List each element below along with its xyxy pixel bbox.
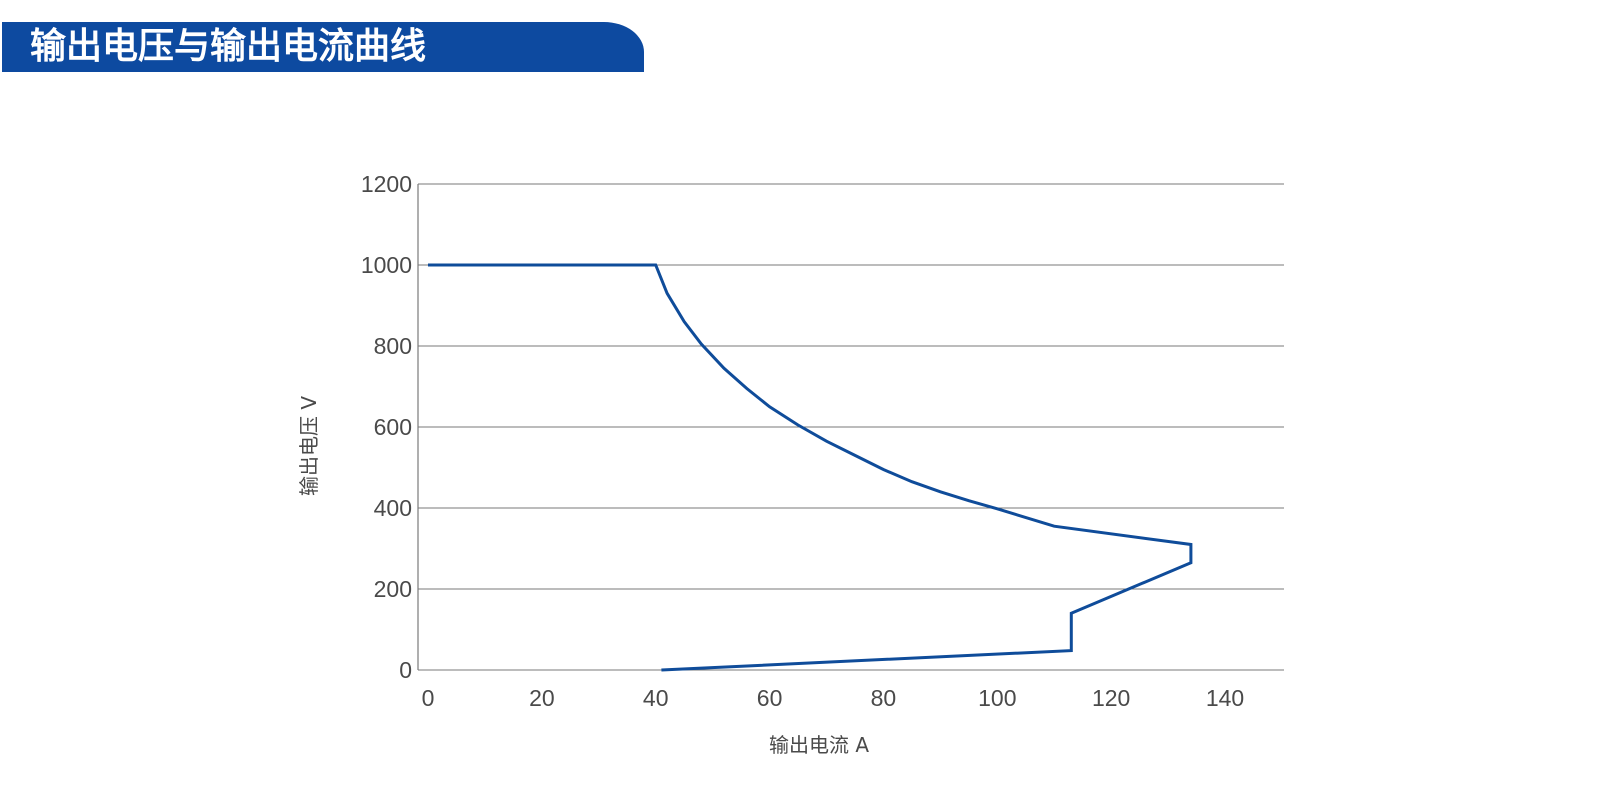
x-tick-labels: 0 20 40 60 80 100 120 140 [422,685,1245,711]
y-tick-label: 200 [374,576,412,602]
y-tick-labels: 0 200 400 600 800 1000 1200 [361,171,412,683]
y-tick-label: 800 [374,333,412,359]
series-line [428,263,1193,672]
grid-lines [418,183,1284,671]
x-axis-label: 输出电流 A [769,733,869,757]
y-axis-label: 输出电压 V [297,396,321,496]
x-tick-label: 60 [757,685,783,711]
x-tick-label: 80 [871,685,897,711]
page-title: 输出电压与输出电流曲线 [30,26,427,67]
x-tick-label: 120 [1092,685,1130,711]
x-tick-label: 40 [643,685,669,711]
y-tick-label: 1000 [361,252,412,278]
y-tick-label: 400 [374,495,412,521]
x-tick-label: 140 [1206,685,1244,711]
x-tick-label: 100 [978,685,1016,711]
y-tick-label: 1200 [361,171,412,197]
y-tick-label: 600 [374,414,412,440]
title-banner: 输出电压与输出电流曲线 [2,22,644,72]
x-tick-label: 20 [529,685,555,711]
y-tick-label: 0 [399,657,412,683]
x-tick-label: 0 [422,685,435,711]
